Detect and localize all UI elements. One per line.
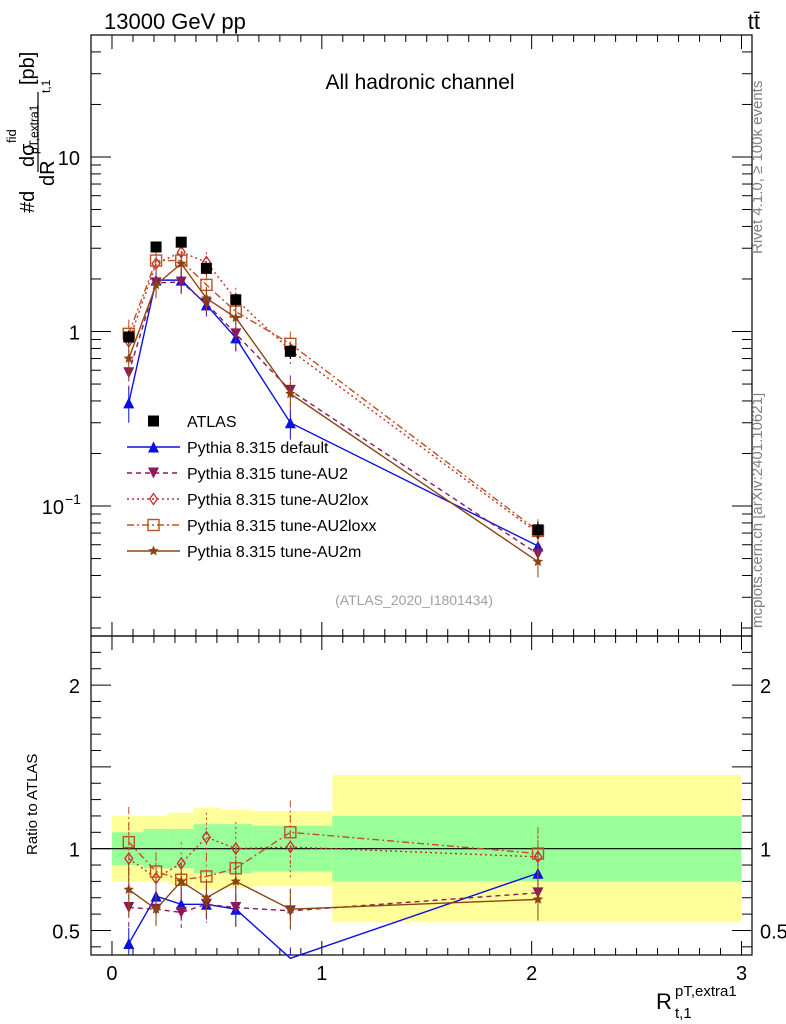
ratio-y-tick-label: 2 [69,676,80,698]
legend-label: ATLAS [187,414,237,431]
ratio-point [123,884,134,894]
x-tick-label: 2 [526,963,537,985]
x-tick-label: 3 [736,963,747,985]
series-point [150,279,162,290]
process-label: tt̄ [748,9,760,34]
series-point [230,312,241,323]
y-tick-label: 1 [69,323,80,345]
ratio-point [532,893,544,904]
atlas-data [123,236,544,539]
ratio-y-tick-label: 0.5 [52,921,80,943]
data-point [123,331,135,343]
legend-marker [148,467,159,479]
series-point [532,556,544,567]
ratio-y-axis-label: Ratio to ATLAS [24,754,41,855]
x-tick-label: 1 [316,963,327,985]
series-point [123,353,134,363]
series-point [284,417,296,429]
series-point [201,292,212,303]
legend-entry: Pythia 8.315 tune-AU2 [127,466,348,483]
series-line [128,262,539,563]
ratio-point [285,903,296,914]
legend-marker [148,415,159,427]
y-tick-exponent: −1 [65,491,81,507]
ratio-point [230,875,241,886]
legend: ATLAS Pythia 8.315 default Pythia 8.315 tu… [127,414,376,561]
legend-label: Pythia 8.315 tune-AU2lox [187,492,368,509]
ratio-point [284,826,297,839]
data-point [284,345,296,357]
x-tick-label: 0 [106,963,117,985]
legend-marker [148,545,159,556]
x-axis-label: R pT,extra1 t,1 [656,983,737,1022]
legend-label: Pythia 8.315 tune-AU2loxx [187,518,376,535]
legend-label: Pythia 8.315 tune-AU2 [187,466,348,483]
ratio-point [230,902,242,914]
legend-marker [148,441,159,453]
series-point [230,328,242,340]
ratio-y-tick-label-right: 0.5 [760,921,786,943]
xlabel-sub: t,1 [675,1005,692,1022]
ratio-y-tick-label-right: 1 [760,840,771,862]
ratio-point [231,842,241,856]
legend-label: Pythia 8.315 tune-AU2m [187,544,361,561]
ratio-point [123,938,135,950]
data-point [175,236,187,248]
side-label-bottom: mcplots.cern.ch [arXiv:2401.10621] [749,393,766,628]
ylabel-unit: [pb] [17,52,39,85]
y-tick-label: 10 [42,497,64,519]
legend-entry: Pythia 8.315 tune-AU2loxx [127,518,376,535]
ratio-point [201,830,212,844]
data-point [200,262,212,274]
ratio-point [150,903,162,914]
ylabel-sub-top: pT,extra1 [27,104,41,154]
legend-marker [147,518,160,532]
ratio-y-tick-label: 1 [69,840,80,862]
xlabel-sup: pT,extra1 [675,983,737,1000]
ratio-panel-frame: 0 1 2 3 0.5 0.5 1 1 2 2 [52,635,786,985]
ylabel-fid: fid [4,129,19,143]
ylabel-sub-bottom: t,1 [39,79,53,93]
data-point [230,294,242,306]
series-point [123,397,135,409]
series-line [128,251,539,534]
ratio-point [531,847,545,860]
ratio-point [176,875,187,886]
ylabel-prefix: #d [17,191,39,213]
legend-entry: Pythia 8.315 default [127,440,329,457]
series-point [175,276,187,288]
legend-entry: Pythia 8.315 tune-AU2m [127,544,361,561]
ratio-series-4 [123,859,544,928]
ylabel-denominator: dR [37,160,59,186]
series-layer [122,236,545,960]
series-point [176,258,187,268]
data-point [150,241,162,253]
series-point [285,388,296,399]
chart-title: All hadronic channel [325,71,514,94]
main-y-axis-label: #d dσ fid dR pT,extra1 t,1 [pb] [4,52,59,213]
watermark-label: (ATLAS_2020_I1801434) [335,592,493,608]
y-tick-label: 10 [58,148,80,170]
side-label-top: Rivet 4.1.0, ≥ 100k events [749,81,766,254]
legend-marker [148,492,159,506]
series-point [149,254,163,267]
ratio-point [149,865,163,878]
energy-label: 13000 GeV pp [104,9,246,34]
data-point [532,524,544,536]
legend-entry: ATLAS [148,414,237,431]
ratio-y-tick-label-right: 2 [760,676,771,698]
ratio-point [122,835,135,849]
ratio-panel-border [90,635,753,956]
ylabel-numerator: dσ [17,143,39,167]
legend-entry: Pythia 8.315 tune-AU2lox [127,492,368,509]
legend-label: Pythia 8.315 default [187,440,329,457]
series-4 [123,253,544,578]
ratio-point [201,892,212,903]
series-line [128,259,539,532]
ratio-point [175,906,187,918]
xlabel-main: R [656,989,672,1014]
